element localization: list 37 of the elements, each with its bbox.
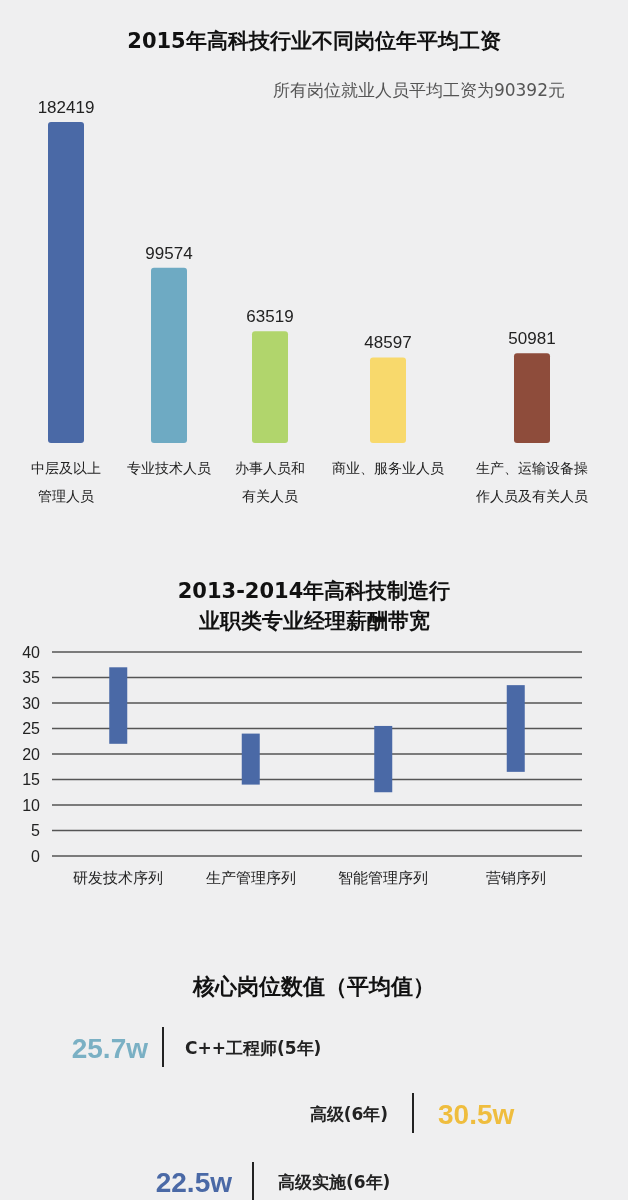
y-tick-label: 0 — [31, 847, 41, 865]
y-tick-label: 40 — [22, 643, 41, 661]
bar — [374, 725, 393, 793]
chart-title: 2015年高科技行业不同岗位年平均工资 — [127, 29, 501, 53]
text: C++工程师(5年) — [185, 1038, 322, 1058]
x-tick-label: 营销序列 — [485, 869, 546, 887]
data-label: 182419 — [37, 98, 95, 117]
x-tick-label: 生产管理序列 — [205, 869, 296, 887]
chart-subtitle: 所有岗位就业人员平均工资为90392元 — [272, 80, 565, 100]
text: 30.5w — [438, 1099, 515, 1130]
bar — [109, 667, 128, 744]
x-tick-label: 办事人员和有关人员 — [235, 460, 305, 504]
bar — [506, 685, 525, 772]
data-label: 48597 — [364, 333, 412, 353]
x-tick-label: 智能管理序列 — [338, 869, 429, 887]
y-tick-label: 20 — [22, 745, 41, 763]
data-label: 50981 — [508, 329, 556, 349]
text: 核心岗位数值（平均值） — [192, 974, 435, 999]
text: 高级(6年) — [309, 1104, 388, 1124]
text: 22.5w — [155, 1167, 233, 1198]
y-tick-label: 25 — [22, 720, 41, 738]
y-tick-label: 5 — [31, 822, 41, 840]
bar — [241, 733, 260, 785]
chart-title: 2013-2014年高科技制造行业职类专业经理薪酬带宽 — [177, 579, 451, 633]
x-tick-label: 专业技术人员 — [127, 460, 211, 476]
data-label: 99574 — [145, 243, 193, 263]
y-tick-label: 15 — [22, 771, 41, 789]
x-tick-label: 生产、运输设备操作人员及有关人员 — [475, 460, 588, 504]
x-tick-label: 研发技术序列 — [73, 869, 164, 887]
y-tick-label: 35 — [22, 669, 41, 687]
text: 高级实施(6年) — [278, 1172, 391, 1192]
text: 25.7w — [71, 1033, 149, 1064]
y-tick-label: 10 — [22, 796, 41, 814]
x-tick-label: 中层及以上管理人员 — [31, 460, 101, 504]
y-tick-label: 30 — [22, 694, 41, 712]
data-label: 63519 — [246, 307, 294, 327]
x-tick-label: 商业、服务业人员 — [332, 460, 444, 476]
